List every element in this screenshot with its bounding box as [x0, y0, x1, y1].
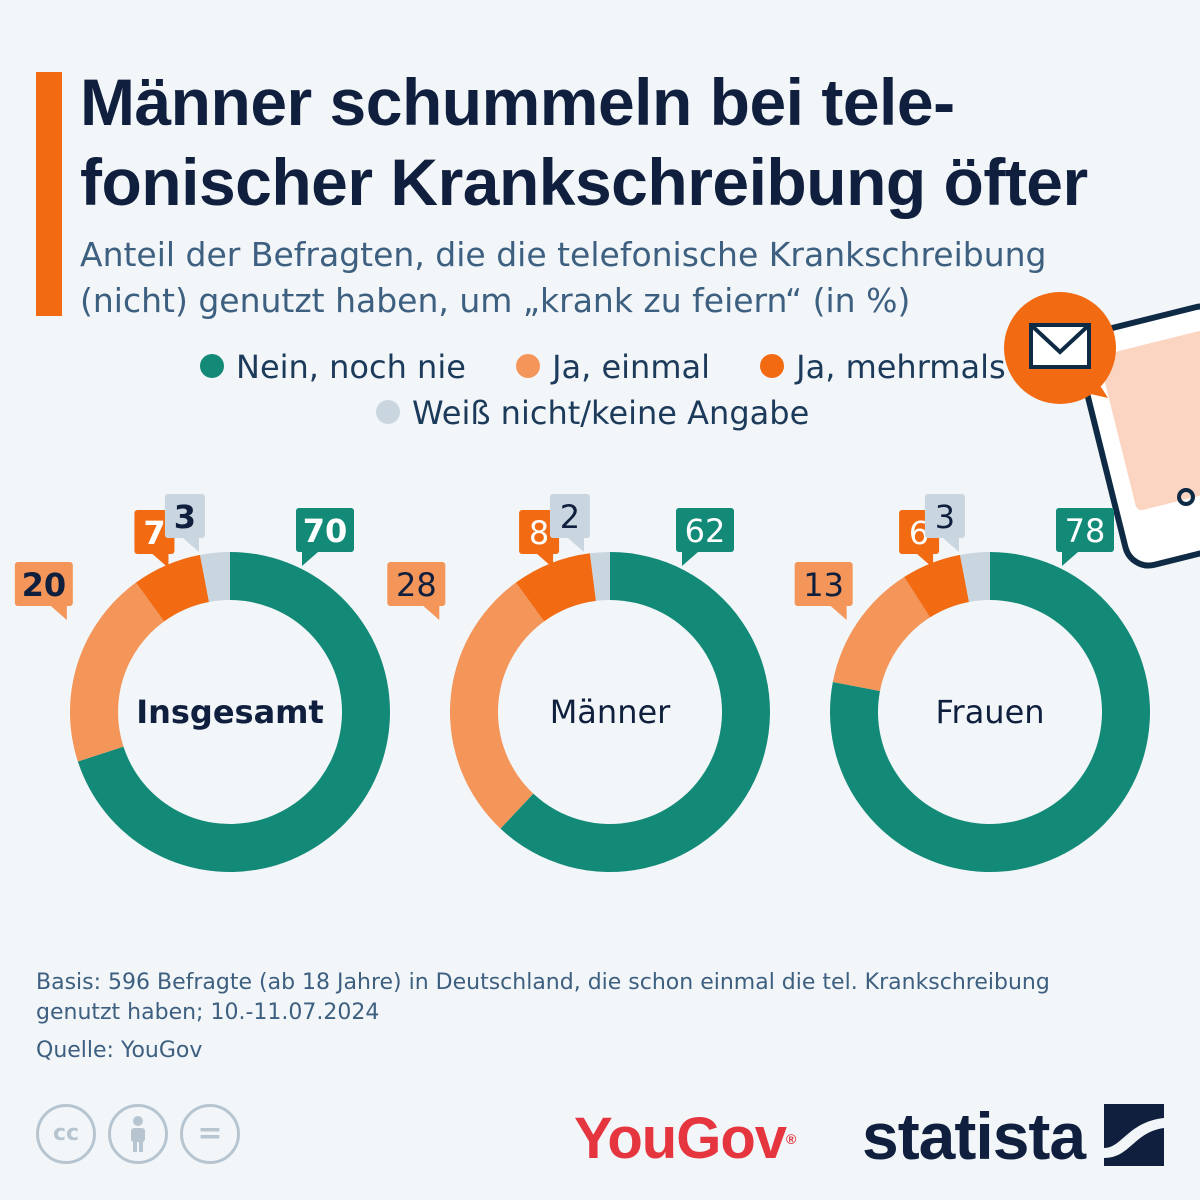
chart-subtitle: Anteil der Befragten, die die telefonisc… — [80, 232, 1170, 324]
data-label-männer-nein: 62 — [676, 508, 734, 566]
slice-frauen-ja-einmal — [832, 576, 930, 692]
legend-dot-ja-mehrmals — [760, 354, 785, 378]
donut-frauen: 78 13 6 3 Frauen — [794, 494, 1150, 873]
data-label-text: 8 — [529, 514, 549, 552]
data-label-insgesamt-ja-mehrmals: 7 — [134, 510, 175, 568]
data-label-text: 70 — [303, 512, 348, 550]
statista-logo-icon[interactable] — [1104, 1104, 1164, 1166]
slice-männer-weiss-nicht — [589, 552, 610, 601]
legend-item-ja-mehrmals: Ja, mehrmals — [760, 348, 1006, 386]
slice-männer-nein — [500, 552, 770, 873]
data-label-text: 28 — [396, 566, 437, 604]
legend-row-2: Weiß nicht/keine Angabe — [376, 392, 809, 432]
legend-dot-weiss-nicht — [376, 400, 400, 424]
legend-dot-nein — [200, 354, 224, 378]
footer: Basis: 596 Befragte (ab 18 Jahre) in Deu… — [36, 968, 1156, 1066]
legend-row-1: Nein, noch nie Ja, einmal Ja, mehrmals — [200, 346, 1006, 386]
slice-männer-ja-einmal — [449, 582, 545, 829]
yougov-logo-text: YouGov — [574, 1106, 787, 1171]
creative-commons-icon[interactable]: cc — [36, 1104, 96, 1164]
title-accent-bar — [36, 72, 62, 316]
data-label-text: 3 — [174, 498, 196, 536]
slice-insgesamt-ja-mehrmals — [135, 554, 210, 622]
data-label-männer-weiss-nicht: 2 — [549, 494, 590, 552]
subtitle-line-2: (nicht) genutzt haben, um „krank zu feie… — [80, 281, 911, 320]
slice-insgesamt-weiss-nicht — [200, 552, 230, 602]
data-label-frauen-ja-einmal: 13 — [794, 562, 853, 620]
data-label-text: 62 — [685, 512, 726, 550]
chart-title: Männer schummeln bei tele- fonischer Kra… — [80, 62, 1180, 222]
title-line-2: fonischer Krankschreibung öfter — [80, 145, 1088, 219]
slice-frauen-ja-mehrmals — [904, 554, 970, 618]
data-label-insgesamt-weiss-nicht: 3 — [164, 494, 205, 552]
data-label-insgesamt-ja-einmal: 20 — [14, 562, 73, 620]
legend-dot-ja-einmal — [516, 354, 541, 378]
legend-label-ja-einmal: Ja, einmal — [552, 348, 710, 386]
data-label-insgesamt-nein: 70 — [296, 508, 354, 566]
statista-logo[interactable]: statista — [862, 1099, 1086, 1173]
legend-label-ja-mehrmals: Ja, mehrmals — [796, 348, 1006, 386]
legend-item-ja-einmal: Ja, einmal — [516, 348, 710, 386]
data-label-text: 13 — [803, 566, 844, 604]
subtitle-line-1: Anteil der Befragten, die die telefonisc… — [80, 235, 1047, 274]
source-note: Quelle: YouGov — [36, 1038, 203, 1063]
data-label-text: 20 — [22, 566, 67, 604]
donut-center-label: Männer — [550, 693, 671, 731]
donut-insgesamt: 70 20 7 3 Insgesamt — [14, 494, 390, 873]
donut-center-label: Frauen — [935, 693, 1044, 731]
attribution-icon[interactable] — [108, 1104, 168, 1164]
data-label-text: 78 — [1065, 512, 1106, 550]
legend-label-weiss-nicht: Weiß nicht/keine Angabe — [412, 394, 810, 432]
slice-frauen-weiss-nicht — [960, 552, 990, 602]
data-label-text: 3 — [935, 498, 955, 536]
data-label-text: 2 — [560, 498, 580, 536]
data-label-text: 7 — [143, 514, 165, 552]
data-label-frauen-weiss-nicht: 3 — [924, 494, 965, 552]
slice-frauen-nein — [830, 552, 1150, 873]
slice-männer-ja-mehrmals — [515, 553, 596, 622]
yougov-registered-mark: ® — [786, 1131, 796, 1147]
data-label-männer-ja-mehrmals: 8 — [519, 510, 560, 568]
legend-item-weiss-nicht: Weiß nicht/keine Angabe — [376, 394, 809, 432]
yougov-logo[interactable]: YouGov® — [574, 1104, 796, 1174]
basis-note-line-2: genutzt haben; 10.-11.07.2024 — [36, 1000, 380, 1025]
data-label-text: 6 — [909, 514, 929, 552]
donut-männer: 62 28 8 2 Männer — [387, 494, 770, 873]
person-icon — [131, 1116, 145, 1152]
slice-insgesamt-nein — [77, 552, 390, 873]
data-label-männer-ja-einmal: 28 — [387, 562, 446, 620]
legend-item-nein: Nein, noch nie — [200, 348, 466, 386]
legend-label-nein: Nein, noch nie — [236, 348, 466, 386]
slice-insgesamt-ja-einmal — [69, 582, 165, 762]
title-line-1: Männer schummeln bei tele- — [80, 65, 955, 139]
data-label-frauen-nein: 78 — [1056, 508, 1114, 566]
basis-note-line-1: Basis: 596 Befragte (ab 18 Jahre) in Deu… — [36, 970, 1050, 995]
no-derivatives-icon[interactable]: = — [180, 1104, 240, 1164]
donut-center-label: Insgesamt — [136, 693, 324, 731]
